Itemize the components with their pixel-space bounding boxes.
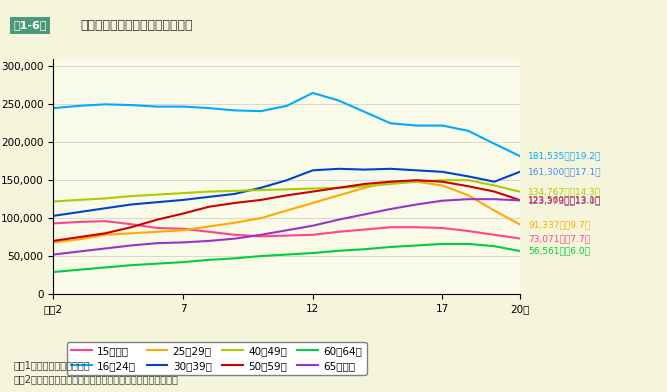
Text: 161,300人（17.1）: 161,300人（17.1）	[528, 167, 602, 176]
Text: 注　1　警察庁資料による。: 注 1 警察庁資料による。	[13, 361, 90, 370]
Text: 2　（　）内は、年齢層別死者数の構成率（％）である。: 2 （ ）内は、年齢層別死者数の構成率（％）である。	[13, 374, 178, 384]
Text: 91,337人（9.7）: 91,337人（9.7）	[528, 220, 590, 229]
Text: 73,071人（7.7）: 73,071人（7.7）	[528, 234, 590, 243]
Text: 181,535人（19.2）: 181,535人（19.2）	[528, 152, 602, 161]
Text: 123,560人（13.1）: 123,560人（13.1）	[528, 196, 602, 205]
Text: 年齢層別交通事故負傷者数の推移: 年齢層別交通事故負傷者数の推移	[80, 19, 193, 32]
Text: 第1-6図: 第1-6図	[13, 20, 47, 31]
Text: 134,767人（14.3）: 134,767人（14.3）	[528, 187, 601, 196]
Text: 123,373人（13.0）: 123,373人（13.0）	[528, 196, 602, 205]
Legend: 15歳以下, 16〜24歳, 25〜29歳, 30〜39歳, 40〜49歳, 50〜59歳, 60〜64歳, 65歳以上: 15歳以下, 16〜24歳, 25〜29歳, 30〜39歳, 40〜49歳, 5…	[67, 341, 367, 375]
Text: 56,561人（6.0）: 56,561人（6.0）	[528, 247, 590, 256]
